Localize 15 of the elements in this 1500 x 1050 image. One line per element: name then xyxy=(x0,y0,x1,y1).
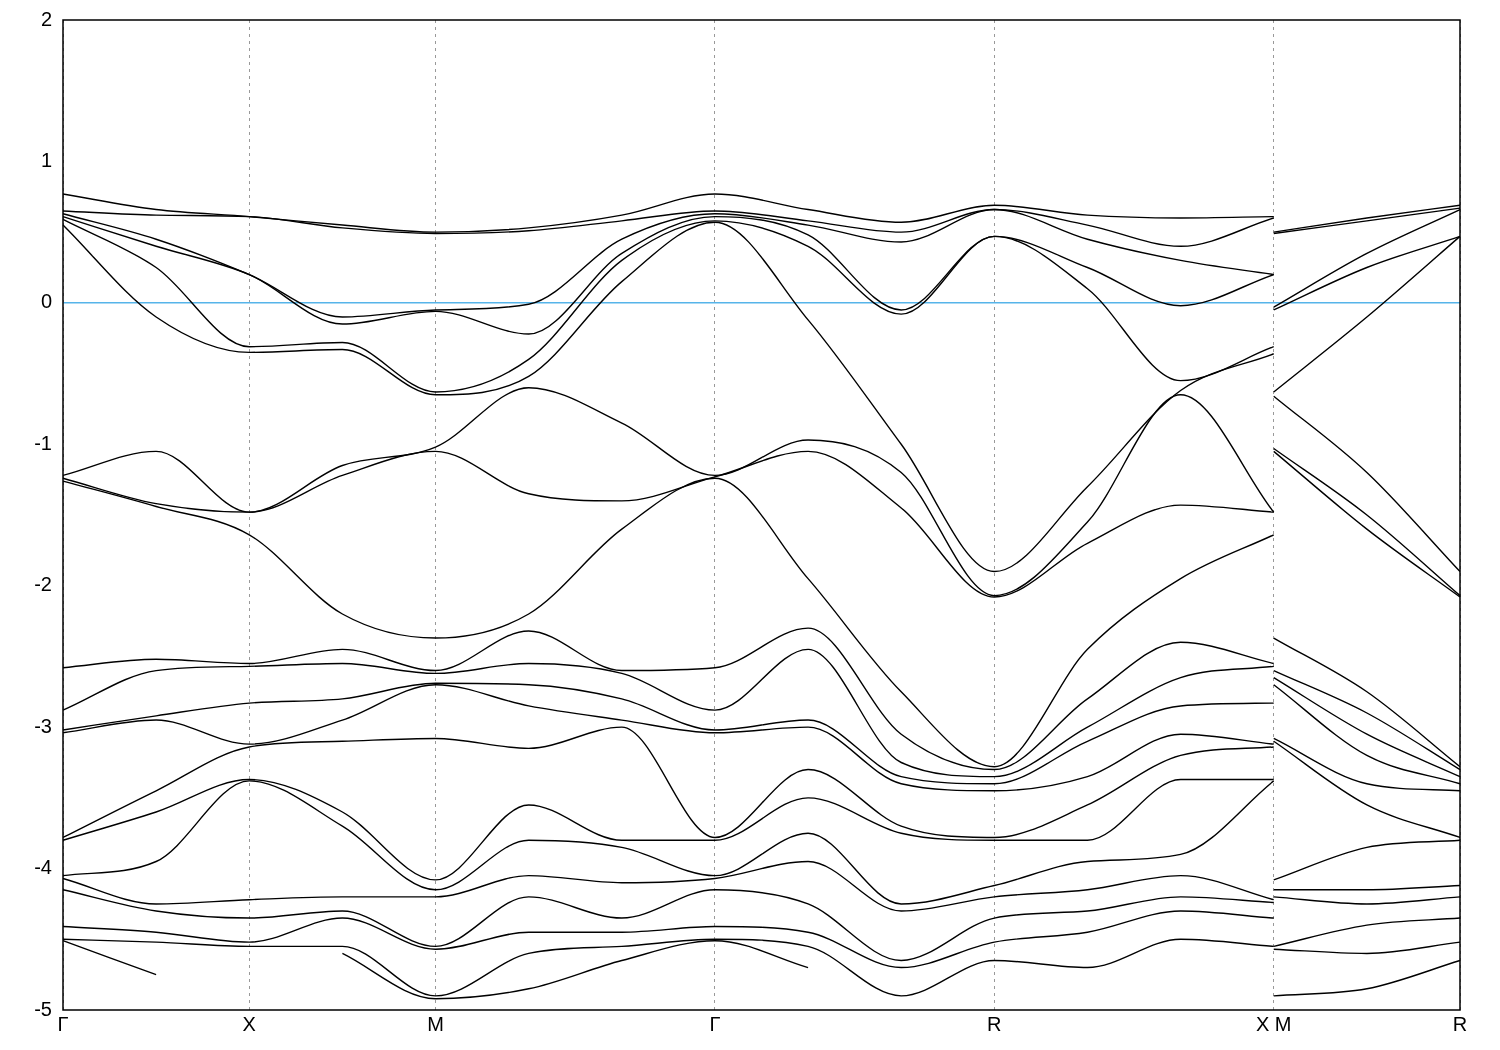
x-tick-label: Γ xyxy=(57,1012,69,1035)
y-tick-label: -1 xyxy=(34,431,52,454)
y-tick-label: -4 xyxy=(34,856,52,879)
y-tick-label: -3 xyxy=(34,714,52,737)
y-tick-label: -2 xyxy=(34,573,52,596)
y-tick-label: 1 xyxy=(40,148,52,171)
y-tick-label: 0 xyxy=(40,290,52,313)
y-tick-label: -5 xyxy=(34,997,52,1020)
x-tick-label: Γ xyxy=(709,1012,721,1035)
x-tick-label: X xyxy=(242,1012,256,1035)
y-tick-label: 2 xyxy=(40,7,52,30)
x-tick-label: R xyxy=(987,1012,1002,1035)
x-tick-label: M xyxy=(427,1012,444,1035)
x-tick-label: R xyxy=(1452,1012,1468,1035)
x-tick-label: X M xyxy=(1255,1012,1292,1035)
